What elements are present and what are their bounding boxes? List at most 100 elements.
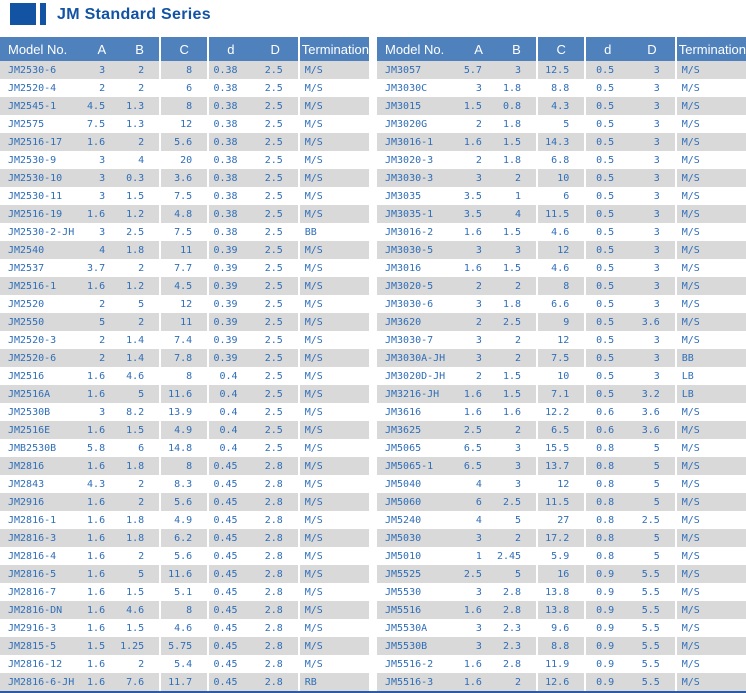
table-row: JM2530-9 3 4 20 0.38 2.5 M/S [0, 151, 369, 169]
d-cell: 0.8 [584, 493, 630, 511]
model-cell: JM3020-5 [377, 277, 461, 295]
b-cell: 2.8 [496, 601, 538, 619]
dd-cell: 2.5 [252, 259, 299, 277]
model-cell: JM2520-6 [0, 349, 84, 367]
model-cell: JM3035 [377, 187, 461, 205]
termination-cell: M/S [297, 421, 369, 439]
table-row: JM5530B 3 2.3 8.8 0.9 5.5 M/S [377, 637, 746, 655]
table-row: JM5065 6.5 3 15.5 0.8 5 M/S [377, 439, 746, 457]
b-cell: 2 [496, 529, 538, 547]
d-cell: 0.8 [584, 547, 630, 565]
termination-cell: M/S [297, 457, 369, 475]
dd-cell: 2.8 [252, 601, 299, 619]
c-cell: 5.6 [159, 133, 209, 151]
dd-cell: 3.6 [629, 421, 676, 439]
model-cell: JM3057 [377, 61, 461, 79]
a-cell: 1.6 [460, 259, 497, 277]
b-cell: 2.5 [120, 223, 161, 241]
d-cell: 0.38 [207, 169, 253, 187]
a-cell: 3 [460, 169, 497, 187]
termination-cell: M/S [297, 97, 369, 115]
model-cell: JM2550 [0, 313, 84, 331]
model-cell: JM2916-3 [0, 619, 84, 637]
b-cell: 1.4 [120, 349, 161, 367]
d-cell: 0.45 [207, 583, 253, 601]
b-cell: 2 [120, 547, 161, 565]
a-cell: 1.6 [460, 673, 497, 691]
a-cell: 1.6 [460, 403, 497, 421]
model-cell: JM2516A [0, 385, 84, 403]
c-cell: 12 [159, 295, 209, 313]
dd-cell: 5.5 [629, 601, 676, 619]
c-cell: 17.2 [536, 529, 586, 547]
c-cell: 6.8 [536, 151, 586, 169]
dd-cell: 2.8 [252, 619, 299, 637]
b-cell: 2 [120, 259, 161, 277]
a-cell: 2 [460, 367, 497, 385]
table-row: JM2530-10 3 0.3 3.6 0.38 2.5 M/S [0, 169, 369, 187]
column-header-termination: Termination [297, 37, 369, 61]
c-cell: 13.7 [536, 457, 586, 475]
a-cell: 3 [460, 241, 497, 259]
d-cell: 0.45 [207, 655, 253, 673]
dd-cell: 5.5 [629, 583, 676, 601]
termination-cell: M/S [674, 421, 746, 439]
a-cell: 1.6 [83, 511, 121, 529]
d-cell: 0.8 [584, 529, 630, 547]
title-bar: JM Standard Series [0, 0, 746, 37]
model-cell: JM5065 [377, 439, 461, 457]
dd-cell: 2.5 [252, 151, 299, 169]
c-cell: 12.6 [536, 673, 586, 691]
a-cell: 1.6 [83, 385, 121, 403]
termination-cell: LB [674, 385, 746, 403]
termination-cell: M/S [674, 475, 746, 493]
a-cell: 1.6 [83, 421, 121, 439]
termination-cell: M/S [674, 529, 746, 547]
a-cell: 1.5 [83, 637, 121, 655]
model-cell: JM2816-7 [0, 583, 84, 601]
d-cell: 0.5 [584, 349, 630, 367]
a-cell: 1.6 [83, 205, 121, 223]
b-cell: 2 [120, 313, 161, 331]
dd-cell: 2.5 [252, 205, 299, 223]
a-cell: 1.6 [83, 133, 121, 151]
a-cell: 1.6 [83, 673, 121, 691]
termination-cell: LB [674, 367, 746, 385]
model-cell: JM2530-2-JH [0, 223, 84, 241]
table-row: JMB2530B 5.8 6 14.8 0.4 2.5 M/S [0, 439, 369, 457]
c-cell: 11 [159, 241, 209, 259]
a-cell: 3 [460, 529, 497, 547]
model-cell: JM2530-9 [0, 151, 84, 169]
b-cell: 1.8 [496, 115, 538, 133]
b-cell: 2 [496, 421, 538, 439]
d-cell: 0.38 [207, 223, 253, 241]
b-cell: 2 [496, 349, 538, 367]
a-cell: 5.7 [460, 61, 497, 79]
b-cell: 2 [120, 79, 161, 97]
table-row: JM2520-4 2 2 6 0.38 2.5 M/S [0, 79, 369, 97]
termination-cell: M/S [297, 385, 369, 403]
model-cell: JM3030A-JH [377, 349, 461, 367]
table-row: JM2916 1.6 2 5.6 0.45 2.8 M/S [0, 493, 369, 511]
model-cell: JM5030 [377, 529, 461, 547]
table-row: JM2816-12 1.6 2 5.4 0.45 2.8 M/S [0, 655, 369, 673]
a-cell: 2 [460, 313, 497, 331]
model-cell: JM2843 [0, 475, 84, 493]
termination-cell: M/S [674, 655, 746, 673]
model-cell: JM5240 [377, 511, 461, 529]
model-cell: JM3616 [377, 403, 461, 421]
c-cell: 13.9 [159, 403, 209, 421]
b-cell: 5 [496, 565, 538, 583]
model-cell: JM2540 [0, 241, 84, 259]
dd-cell: 5 [629, 493, 676, 511]
dd-cell: 2.8 [252, 637, 299, 655]
table-row: JM2537 3.7 2 7.7 0.39 2.5 M/S [0, 259, 369, 277]
termination-cell: M/S [674, 565, 746, 583]
model-cell: JM5525 [377, 565, 461, 583]
a-cell: 1.6 [83, 277, 121, 295]
d-cell: 0.9 [584, 655, 630, 673]
table-row: JM3030-6 3 1.8 6.6 0.5 3 M/S [377, 295, 746, 313]
a-cell: 2 [83, 79, 121, 97]
termination-cell: M/S [297, 313, 369, 331]
